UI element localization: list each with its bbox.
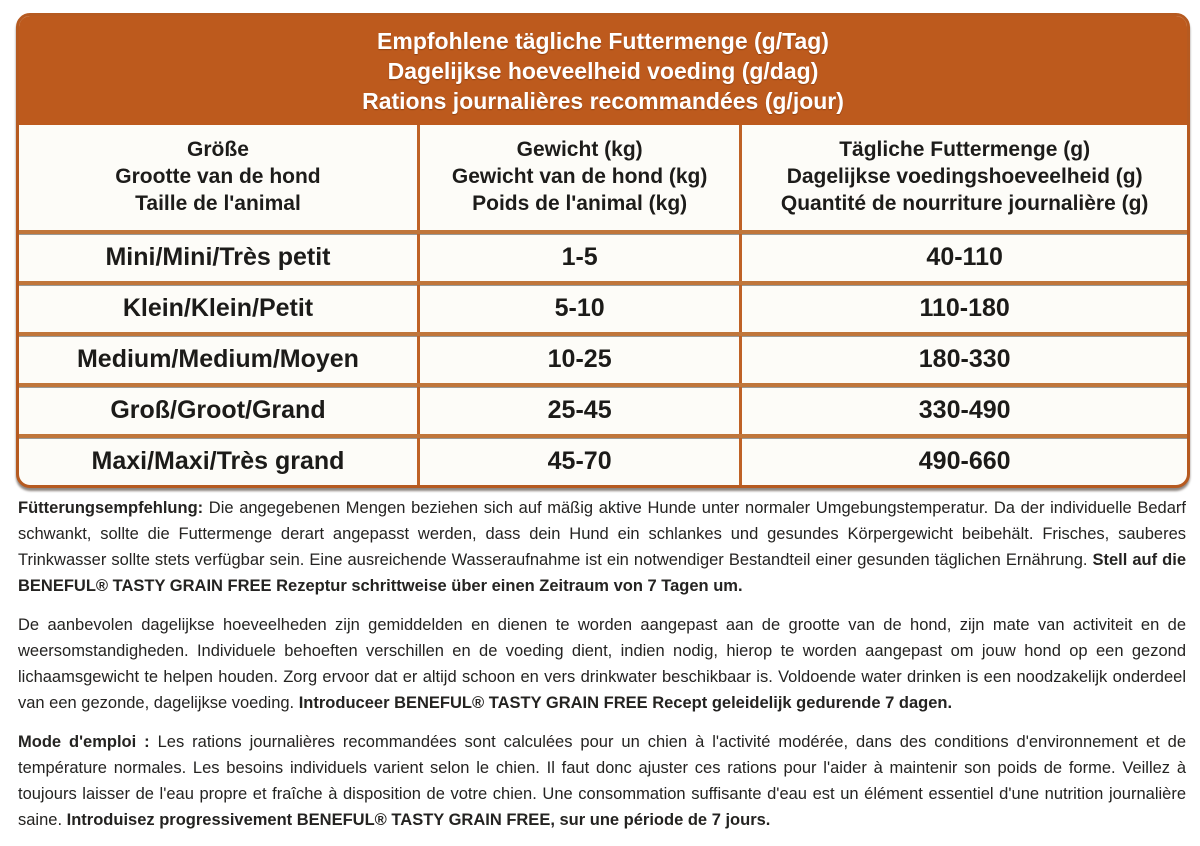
feeding-note-dutch: De aanbevolen dagelijkse hoeveelheden zi…: [18, 612, 1186, 716]
weight-cell: 25-45: [416, 383, 741, 436]
amount-cell: 40-110: [739, 230, 1187, 283]
amount-cell: 330-490: [739, 383, 1187, 436]
weight-cell: 45-70: [416, 434, 741, 485]
table-row-maxi: Maxi/Maxi/Très grand 45-70 490-660: [19, 434, 1187, 485]
amount-header-fr: Quantité de nourriture journalière (g): [780, 192, 1149, 215]
size-header-nl: Grootte van de hond: [115, 165, 321, 188]
table-row-klein: Klein/Klein/Petit 5-10 110-180: [19, 281, 1187, 334]
amount-header-nl: Dagelijkse voedingshoeveelheid (g): [786, 165, 1143, 188]
size-cell: Groß/Groot/Grand: [19, 383, 419, 436]
column-header-weight: Gewicht (kg) Gewicht van de hond (kg) Po…: [416, 125, 741, 232]
feeding-guide-table-card: Empfohlene tägliche Futtermenge (g/Tag) …: [16, 13, 1190, 488]
column-header-size: Größe Grootte van de hond Taille de l'an…: [19, 125, 418, 232]
amount-cell: 180-330: [739, 332, 1187, 385]
size-cell: Mini/Mini/Très petit: [19, 230, 419, 283]
weight-header-fr: Poids de l'animal (kg): [472, 192, 688, 215]
feeding-note-french: Mode d'emploi : Les rations journalières…: [18, 729, 1186, 833]
table-row-mini: Mini/Mini/Très petit 1-5 40-110: [19, 230, 1187, 283]
weight-cell: 1-5: [416, 230, 741, 283]
column-header-daily-amount: Tägliche Futtermenge (g) Dagelijkse voed…: [739, 125, 1187, 232]
note-lead-german: Fütterungsempfehlung:: [18, 499, 204, 517]
amount-cell: 110-180: [739, 281, 1187, 334]
weight-cell: 10-25: [416, 332, 741, 385]
weight-cell: 5-10: [416, 281, 741, 334]
amount-cell: 490-660: [739, 434, 1187, 485]
table-row-medium: Medium/Medium/Moyen 10-25 180-330: [19, 332, 1187, 385]
feeding-table: Größe Grootte van de hond Taille de l'an…: [19, 125, 1187, 485]
size-header-fr: Taille de l'animal: [135, 192, 301, 215]
note-lead-french: Mode d'emploi :: [18, 733, 150, 751]
banner-line-french: Rations journalières recommandées (g/jou…: [362, 88, 844, 114]
feeding-note-german: Fütterungsempfehlung: Die angegebenen Me…: [18, 495, 1186, 599]
size-cell: Klein/Klein/Petit: [19, 281, 419, 334]
size-cell: Medium/Medium/Moyen: [19, 332, 419, 385]
note-emphasis-dutch: Introduceer BENEFUL® TASTY GRAIN FREE Re…: [298, 694, 953, 712]
note-body-french: Les rations journalières recommandées so…: [18, 733, 1187, 829]
weight-header-de: Gewicht (kg): [516, 138, 643, 161]
note-body-dutch: De aanbevolen dagelijkse hoeveelheden zi…: [18, 616, 1186, 712]
note-emphasis-german: Stell auf die BENEFUL® TASTY GRAIN FREE …: [18, 551, 1187, 595]
table-row-gross: Groß/Groot/Grand 25-45 330-490: [19, 383, 1187, 436]
weight-header-nl: Gewicht van de hond (kg): [451, 165, 708, 188]
note-emphasis-french: Introduisez progressivement BENEFUL® TAS…: [66, 811, 771, 829]
size-cell: Maxi/Maxi/Très grand: [19, 434, 419, 485]
header-row: Größe Grootte van de hond Taille de l'an…: [19, 125, 1187, 232]
size-header-de: Größe: [187, 138, 249, 161]
note-body-german: Die angegebenen Mengen beziehen sich auf…: [18, 499, 1186, 569]
amount-header-de: Tägliche Futtermenge (g): [839, 138, 1091, 161]
banner-line-dutch: Dagelijkse hoeveelheid voeding (g/dag): [387, 58, 819, 84]
banner-line-german: Empfohlene tägliche Futtermenge (g/Tag): [377, 28, 829, 54]
feeding-notes: Fütterungsempfehlung: Die angegebenen Me…: [18, 495, 1186, 846]
table-title-banner: Empfohlene tägliche Futtermenge (g/Tag) …: [19, 16, 1187, 125]
